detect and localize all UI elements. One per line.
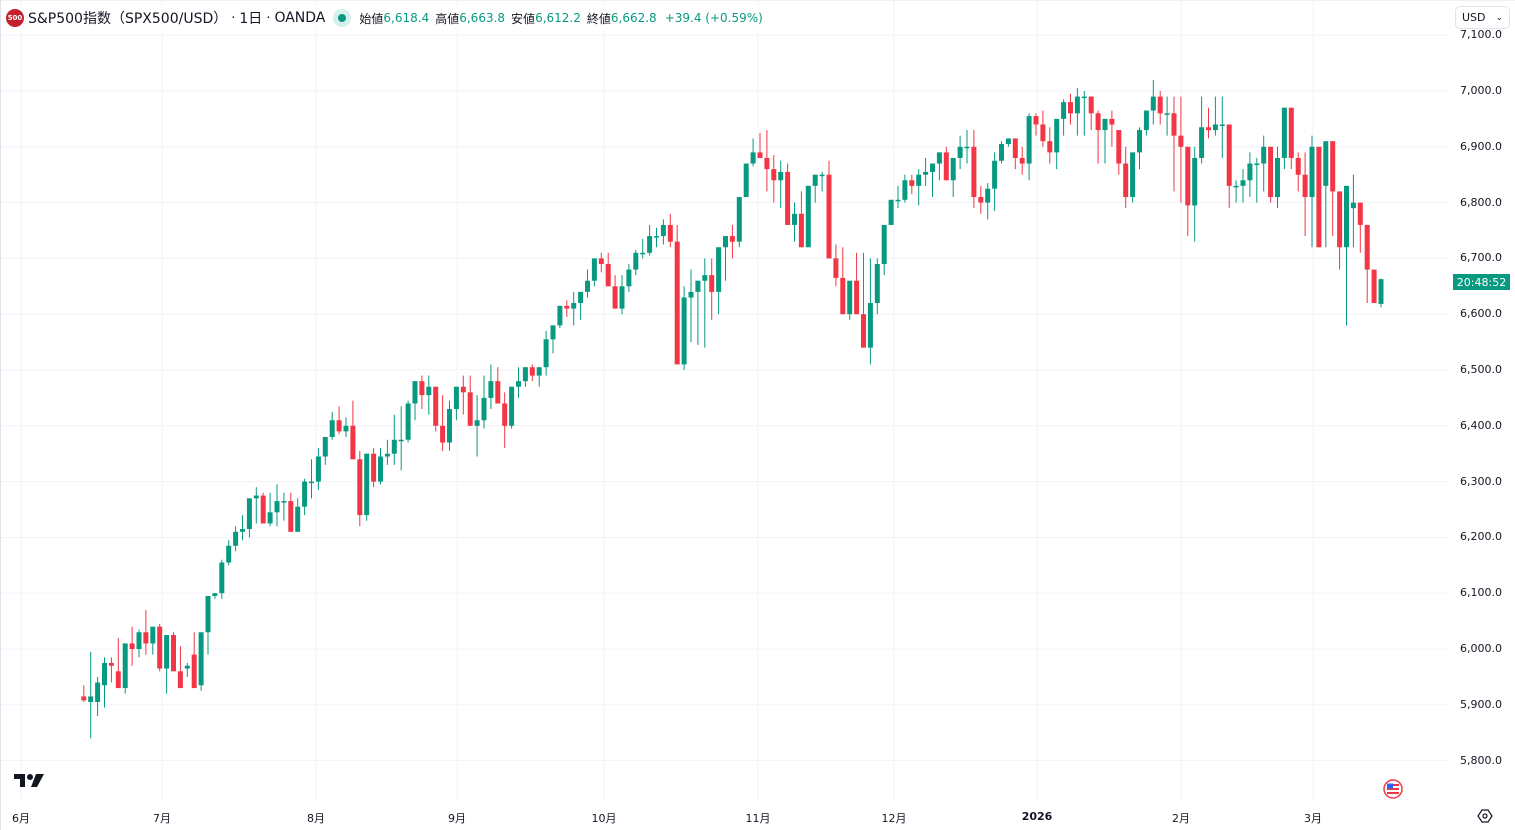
price-axis-label: 6,700.0 (1460, 251, 1502, 265)
bar-countdown-label: 20:48:52 (1453, 274, 1510, 290)
tradingview-logo[interactable] (14, 773, 46, 789)
time-axis-label: 2月 (1172, 812, 1190, 825)
symbol-title[interactable]: S&P500指数（SPX500/USD） (28, 11, 228, 27)
close-label: 終値 (586, 11, 611, 26)
interval-label[interactable]: 1日 (239, 11, 263, 27)
price-axis-label: 7,100.0 (1460, 28, 1502, 42)
price-axis-label: 5,800.0 (1460, 753, 1502, 767)
chart-grid (0, 0, 1450, 800)
price-axis-label: 6,200.0 (1460, 530, 1502, 544)
time-axis-label: 8月 (307, 812, 325, 825)
time-axis-label: 3月 (1304, 812, 1322, 825)
currency-select[interactable]: USD ⌄ (1455, 6, 1510, 29)
symbol-logo-icon[interactable]: 500 (6, 9, 24, 27)
status-dot (338, 14, 347, 22)
open-value: 6,618.4 (383, 11, 430, 25)
candle-series (81, 79, 1384, 739)
time-axis-label: 12月 (881, 812, 907, 825)
price-axis-label: 6,000.0 (1460, 642, 1502, 655)
chevron-down-icon: ⌄ (1495, 12, 1503, 23)
price-axis-label: 7,000.0 (1460, 84, 1502, 97)
high-label: 高値 (435, 11, 460, 26)
time-axis-label: 2026 (1021, 810, 1053, 823)
price-axis-label: 5,900.0 (1460, 697, 1502, 711)
time-axis-label: 11月 (745, 812, 771, 825)
time-axis-label: 10月 (591, 812, 617, 825)
change-value: +39.4 (+0.59%) (664, 11, 763, 25)
price-axis-label: 6,300.0 (1460, 474, 1502, 488)
currency-value: USD (1462, 11, 1486, 24)
price-axis-label: 6,600.0 (1460, 307, 1502, 321)
time-axis-label: 6月 (12, 812, 30, 825)
price-axis-label: 6,400.0 (1460, 418, 1502, 432)
separator: · (266, 10, 271, 26)
us-flag-icon[interactable] (1383, 779, 1403, 799)
source-label: OANDA (274, 10, 326, 26)
settings-hex-icon[interactable] (1477, 808, 1493, 824)
time-axis-label: 9月 (448, 812, 466, 825)
open-label: 始値 (359, 11, 384, 26)
separator: · (231, 10, 236, 26)
price-axis-label: 6,900.0 (1460, 139, 1502, 153)
price-axis-label: 6,800.0 (1460, 195, 1502, 209)
high-value: 6,663.8 (459, 11, 506, 25)
low-value: 6,612.2 (535, 11, 581, 25)
price-axis-label: 6,100.0 (1460, 586, 1502, 600)
price-axis-label: 6,500.0 (1460, 363, 1502, 376)
symbol-legend: 500 S&P500指数（SPX500/USD） · 1日 · OANDA 始値… (6, 6, 763, 30)
time-axis-label: 7月 (153, 812, 171, 825)
low-label: 安値 (511, 11, 536, 26)
market-status-icon[interactable] (333, 9, 352, 27)
close-value: 6,662.8 (610, 11, 657, 25)
